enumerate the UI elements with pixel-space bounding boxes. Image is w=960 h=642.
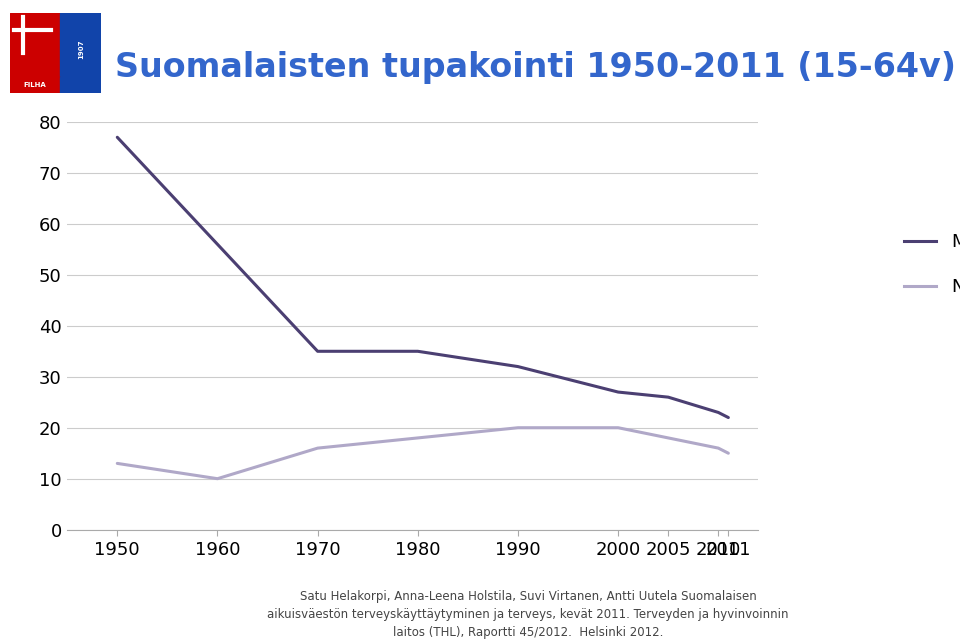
Text: Suomalaisten tupakointi 1950-2011 (15-64v): Suomalaisten tupakointi 1950-2011 (15-64… <box>115 51 956 84</box>
Text: Satu Helakorpi, Anna-Leena Holstila, Suvi Virtanen, Antti Uutela Suomalaisen
aik: Satu Helakorpi, Anna-Leena Holstila, Suv… <box>267 590 789 639</box>
Bar <box>60 13 101 77</box>
Bar <box>60 77 101 93</box>
Legend: Miehet, Naiset: Miehet, Naiset <box>903 233 960 296</box>
Bar <box>10 77 60 93</box>
Bar <box>10 13 60 77</box>
Text: FILHA: FILHA <box>24 82 46 88</box>
Text: 1907: 1907 <box>78 39 84 58</box>
